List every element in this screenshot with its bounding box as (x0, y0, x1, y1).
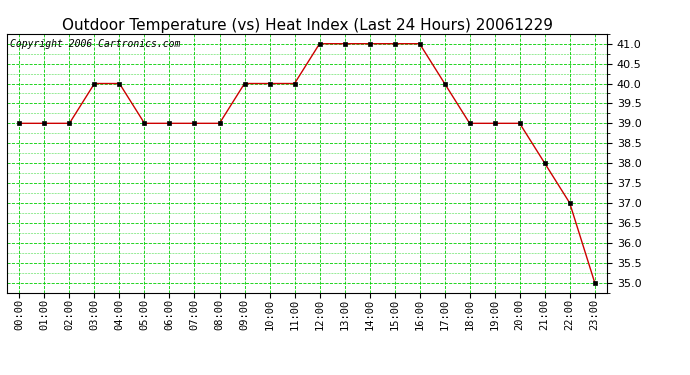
Title: Outdoor Temperature (vs) Heat Index (Last 24 Hours) 20061229: Outdoor Temperature (vs) Heat Index (Las… (61, 18, 553, 33)
Text: Copyright 2006 Cartronics.com: Copyright 2006 Cartronics.com (10, 39, 180, 49)
